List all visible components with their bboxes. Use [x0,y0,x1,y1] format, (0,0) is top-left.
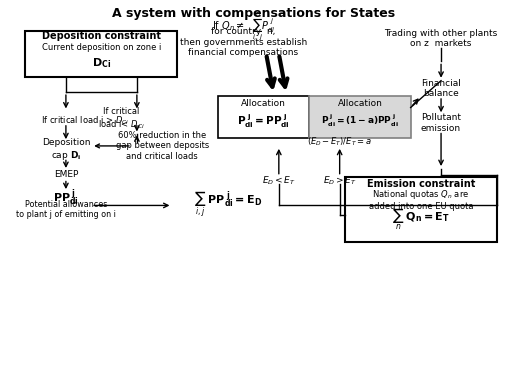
Text: Current deposition on zone i: Current deposition on zone i [41,43,161,53]
Bar [26,31,178,77]
Text: $\mathbf{P_{di}^{\ j} = (1 - a)PP_{di}^{\ j}}$: $\mathbf{P_{di}^{\ j} = (1 - a)PP_{di}^{… [321,113,399,129]
Text: If $Q_n \neq\ \ \sum_{i,\ j}^{\ n} P_{di}^{\ j}$: If $Q_n \neq\ \ \sum_{i,\ j}^{\ n} P_{di… [211,11,275,43]
Text: Allocation: Allocation [241,99,286,108]
Text: National quotas $Q_n$ are
added into one EU quota: National quotas $Q_n$ are added into one… [369,188,473,211]
Text: Deposition
cap $\mathbf{D_i}$: Deposition cap $\mathbf{D_i}$ [41,138,90,162]
Text: A system with compensations for States: A system with compensations for States [112,7,395,20]
Bar [309,96,411,138]
Text: $\sum_{i,j}\ \mathbf{PP_{di}^{\ j} = E_D}$: $\sum_{i,j}\ \mathbf{PP_{di}^{\ j} = E_D… [194,190,262,220]
Text: $\mathbf{PP_{di}^{\ j}}$: $\mathbf{PP_{di}^{\ j}}$ [53,187,79,208]
Text: Potential allowances
to plant j of emitting on i: Potential allowances to plant j of emitt… [16,200,116,219]
Text: Allocation: Allocation [337,99,382,108]
Bar [345,177,497,242]
Text: for country  n,
then governments establish
financial compensations: for country n, then governments establis… [180,27,307,57]
Text: EMEP: EMEP [54,170,78,179]
Text: Pollutant
emission: Pollutant emission [421,113,461,132]
Text: $\sum_n\ \mathbf{Q_n = E_T}$: $\sum_n\ \mathbf{Q_n = E_T}$ [392,206,450,232]
Text: $E_D > E_T$: $E_D > E_T$ [323,174,356,187]
Text: If critical load i > $D_{Ci}$: If critical load i > $D_{Ci}$ [40,115,129,127]
Text: $(E_D - E_T)/E_T = a$: $(E_D - E_T)/E_T = a$ [307,136,372,148]
Text: $E_D < E_T$: $E_D < E_T$ [262,174,296,187]
Text: 60% reduction in the
gap between deposits
and critical loads: 60% reduction in the gap between deposit… [116,131,209,161]
Text: Financial
balance: Financial balance [421,79,461,98]
Bar [218,96,309,138]
Text: $\mathbf{D_{Ci}}$: $\mathbf{D_{Ci}}$ [92,56,111,70]
Text: Emission constraint: Emission constraint [367,179,475,189]
Text: $\mathbf{P_{di}^{\ j} = PP_{di}^{\ j}}$: $\mathbf{P_{di}^{\ j} = PP_{di}^{\ j}}$ [237,112,290,130]
Text: If critical
load i< $D_{Ci}$: If critical load i< $D_{Ci}$ [98,108,145,131]
Text: Deposition constraint: Deposition constraint [42,31,161,41]
Text: Trading with other plants
on z  markets: Trading with other plants on z markets [385,29,498,48]
